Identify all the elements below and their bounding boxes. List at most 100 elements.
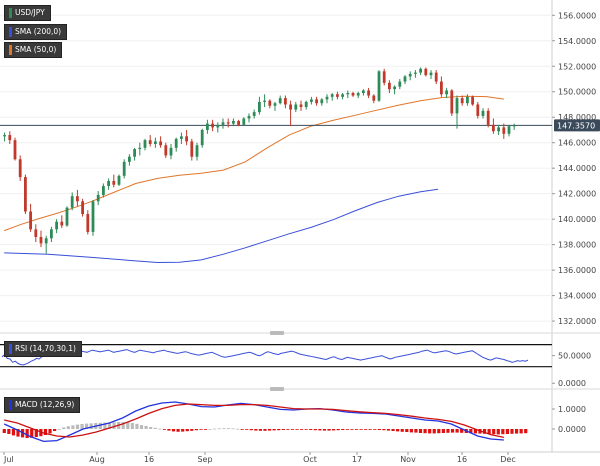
candle-body	[29, 211, 32, 230]
candle-body	[81, 201, 84, 215]
candle-body	[102, 186, 105, 195]
candle	[440, 76, 443, 97]
candle	[112, 174, 116, 188]
macd-histogram-bar	[267, 429, 272, 431]
candle	[502, 123, 506, 139]
candle-body	[419, 68, 422, 73]
y-tick-label: 134.0000	[558, 292, 596, 301]
candle-body	[154, 141, 157, 144]
candle-body	[502, 127, 506, 134]
macd-histogram-bar	[299, 429, 304, 430]
macd-histogram-bar	[254, 429, 258, 431]
legend-macd[interactable]: MACD (12,26,9)	[4, 397, 81, 413]
macd-histogram-bar	[171, 429, 176, 432]
macd-histogram-bar	[217, 428, 221, 430]
candle	[190, 138, 194, 161]
macd-histogram-bar	[258, 429, 263, 431]
candle	[377, 70, 381, 102]
candle-body	[70, 196, 74, 208]
candle-body	[50, 229, 53, 239]
candle-body	[34, 229, 38, 237]
candle-body	[112, 180, 116, 185]
candle	[393, 85, 396, 95]
macd-histogram-bar	[501, 429, 505, 435]
candle-body	[460, 98, 464, 104]
macd-histogram-bar	[359, 429, 363, 430]
macd-histogram-bar	[524, 429, 528, 434]
x-tick-label: Dec	[500, 455, 515, 464]
legend-sma200[interactable]: SMA (200,0)	[4, 24, 68, 40]
candle-body	[268, 100, 272, 106]
y-tick-label: 154.0000	[558, 37, 596, 46]
candle	[117, 174, 121, 187]
x-tick-label: Nov	[400, 455, 416, 464]
candle	[232, 118, 235, 127]
candle	[466, 94, 469, 106]
candle-body	[294, 104, 298, 110]
candle-body	[13, 140, 17, 160]
macd-histogram-bar	[487, 429, 491, 434]
macd-histogram-bar	[377, 429, 381, 430]
macd-histogram-bar	[418, 429, 423, 433]
candle	[96, 191, 100, 206]
candle-body	[232, 121, 235, 124]
candle	[414, 70, 417, 78]
sma200-swatch-icon	[9, 27, 12, 37]
macd-histogram-bar	[460, 429, 464, 433]
legend-symbol[interactable]: USD/JPY	[4, 5, 51, 21]
candle-body	[429, 72, 433, 76]
candle-body	[486, 110, 490, 125]
candle-body	[445, 90, 448, 95]
macd-histogram-bar	[176, 429, 180, 432]
candle-body	[164, 145, 168, 156]
macd-histogram-bar	[135, 423, 139, 429]
macd-histogram-bar	[62, 427, 66, 429]
macd-histogram-bar	[222, 428, 226, 429]
candle-body	[367, 90, 370, 96]
y-tick-label: 142.0000	[558, 190, 596, 199]
macd-histogram-bar	[304, 429, 308, 430]
macd-histogram-bar	[446, 429, 450, 433]
macd-histogram-bar	[469, 429, 473, 434]
macd-histogram-bar	[57, 429, 61, 430]
candle-body	[507, 126, 511, 134]
macd-tick-label: 0.0000	[558, 425, 586, 434]
candle-body	[273, 103, 277, 106]
candle	[138, 142, 142, 156]
macd-histogram-bar	[519, 429, 523, 434]
macd-histogram-bar	[126, 422, 130, 429]
macd-histogram-bar	[98, 422, 102, 429]
candle	[450, 89, 454, 116]
candle-body	[117, 175, 121, 185]
candle	[320, 98, 324, 106]
candle	[86, 210, 90, 235]
macd-histogram-bar	[52, 429, 57, 431]
macd-histogram-bar	[112, 422, 116, 429]
macd-histogram-bar	[162, 429, 166, 430]
macd-histogram-bar	[153, 427, 157, 429]
candle	[258, 96, 261, 115]
candle	[362, 89, 365, 96]
macd-histogram-bar	[336, 429, 340, 431]
candle	[180, 132, 183, 144]
candle	[486, 108, 490, 128]
candle	[330, 93, 334, 101]
candle-body	[143, 140, 147, 148]
candle-body	[289, 104, 292, 110]
macd-histogram-bar	[185, 429, 189, 432]
x-tick-label: 16	[457, 455, 467, 464]
legend-macd-label: MACD (12,26,9)	[15, 400, 75, 409]
candle-body	[414, 72, 417, 74]
legend-sma50[interactable]: SMA (50,0)	[4, 42, 63, 58]
legend-rsi[interactable]: RSI (14,70,30,1)	[4, 341, 82, 357]
candle	[325, 94, 329, 104]
candle-body	[60, 221, 64, 226]
candle	[216, 122, 220, 133]
candle	[351, 91, 355, 97]
sma50-swatch-icon	[9, 45, 12, 55]
panel-resize-handle-icon	[270, 331, 284, 335]
rsi-tick-label: 0.0000	[558, 379, 586, 388]
candle	[460, 95, 464, 106]
macd-signal-line	[4, 403, 505, 439]
